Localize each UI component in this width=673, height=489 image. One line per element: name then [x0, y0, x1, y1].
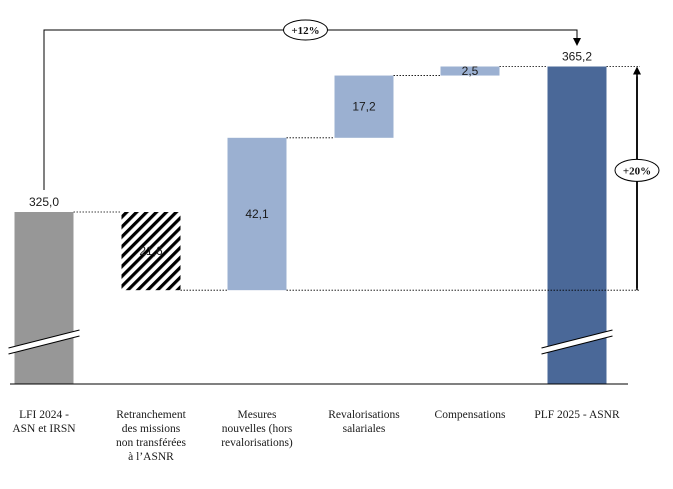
- bar-1: [121, 212, 181, 291]
- category-label-1: Retranchement des missions non transférées…: [116, 409, 187, 463]
- axis-break-line-bottom-0: [8, 335, 80, 355]
- axis-break-line-top-5: [541, 329, 613, 349]
- bar-4: [440, 66, 500, 76]
- bar-3: [334, 75, 394, 138]
- value-label-1: 21,6: [139, 244, 163, 258]
- value-label-3: 17,2: [352, 100, 376, 114]
- value-label-4: 2,5: [462, 64, 479, 78]
- axis-break-gap-0: [8, 330, 80, 354]
- value-label-0: 325,0: [29, 195, 59, 209]
- axis-break-line-top-0: [8, 329, 80, 349]
- growth-label-12: +12%: [291, 25, 319, 37]
- bar-0: [14, 212, 74, 384]
- growth-badge-12: [283, 19, 328, 41]
- axis-break-line-bottom-5: [541, 335, 613, 355]
- bar-5: [547, 66, 607, 384]
- axis-break-gap-5: [541, 330, 613, 354]
- growth-label-20: +20%: [623, 165, 651, 177]
- category-label-2: Mesures nouvelles (hors revalorisations): [221, 409, 293, 449]
- growth-badge-20: [614, 158, 660, 182]
- category-label-5: PLF 2025 - ASNR: [534, 409, 620, 421]
- growth-bracket-12: [43, 29, 581, 190]
- value-label-2: 42,1: [245, 207, 269, 221]
- category-label-0: LFI 2024 -ASN et IRSN: [12, 409, 76, 435]
- category-label-4: Compensations: [435, 409, 506, 421]
- bar-2: [227, 137, 287, 291]
- value-label-5: 365,2: [562, 50, 592, 64]
- category-label-3: Revalorisations salariales: [328, 409, 400, 435]
